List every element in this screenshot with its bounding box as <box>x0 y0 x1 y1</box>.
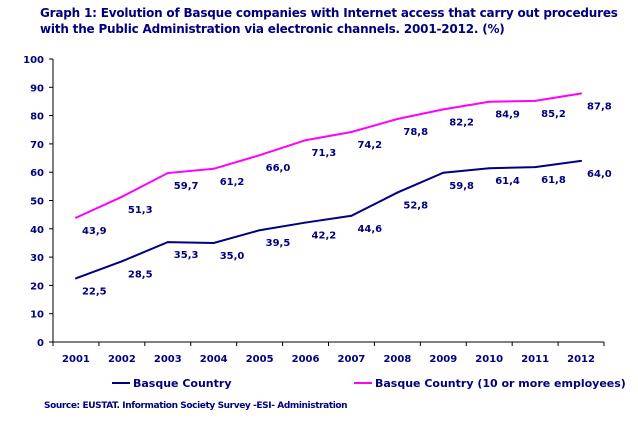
data-point <box>212 241 215 244</box>
data-label: 64,0 <box>587 169 612 180</box>
data-label: 42,2 <box>312 231 337 242</box>
data-point <box>74 216 77 219</box>
data-label: 35,3 <box>174 250 199 261</box>
data-point <box>258 154 261 157</box>
data-point <box>442 108 445 111</box>
x-tick-label: 2003 <box>154 354 182 365</box>
x-tick-label: 2012 <box>567 354 595 365</box>
y-tick-label: 80 <box>30 112 44 123</box>
x-tick-label: 2008 <box>383 354 411 365</box>
data-label: 61,4 <box>495 176 520 187</box>
data-point <box>580 92 583 95</box>
data-label: 74,2 <box>357 140 382 151</box>
data-label: 28,5 <box>128 269 153 280</box>
data-point <box>580 159 583 162</box>
y-tick-label: 30 <box>30 253 44 264</box>
legend-label: Basque Country <box>133 377 232 390</box>
data-point <box>534 99 537 102</box>
source-note: Source: EUSTAT. Information Society Surv… <box>44 401 348 411</box>
data-point <box>212 167 215 170</box>
x-tick-label: 2005 <box>246 354 274 365</box>
data-point <box>120 260 123 263</box>
y-tick-label: 90 <box>30 83 44 94</box>
data-label: 84,9 <box>495 110 520 121</box>
data-label: 59,7 <box>174 181 199 192</box>
x-tick-label: 2004 <box>200 354 228 365</box>
data-point <box>350 214 353 217</box>
x-tick-label: 2007 <box>338 354 366 365</box>
data-label: 22,5 <box>82 286 107 297</box>
data-label: 59,8 <box>449 181 474 192</box>
y-tick-label: 10 <box>30 310 44 321</box>
legend-label: Basque Country (10 or more employees) <box>375 377 626 390</box>
data-label: 78,8 <box>403 127 428 138</box>
y-tick-label: 20 <box>30 281 44 292</box>
data-point <box>304 139 307 142</box>
x-tick-label: 2009 <box>429 354 457 365</box>
y-tick-label: 70 <box>30 140 44 151</box>
y-tick-label: 50 <box>30 197 44 208</box>
data-point <box>304 221 307 224</box>
data-label: 61,8 <box>541 175 566 186</box>
data-label: 35,0 <box>220 251 245 262</box>
series-line-0 <box>75 159 582 280</box>
data-label: 61,2 <box>220 177 245 188</box>
x-tick-label: 2010 <box>475 354 503 365</box>
data-label: 87,8 <box>587 102 612 113</box>
data-point <box>396 191 399 194</box>
data-label: 85,2 <box>541 109 566 120</box>
data-label: 51,3 <box>128 205 153 216</box>
data-point <box>488 100 491 103</box>
x-tick-label: 2011 <box>521 354 549 365</box>
series-line-1 <box>75 92 582 219</box>
y-tick-label: 60 <box>30 168 44 179</box>
x-tick-label: 2006 <box>292 354 320 365</box>
data-point <box>442 171 445 174</box>
data-label: 43,9 <box>82 226 107 237</box>
data-point <box>396 117 399 120</box>
chart-title: Graph 1: Evolution of Basque companies w… <box>40 6 618 36</box>
data-point <box>166 241 169 244</box>
y-tick-label: 100 <box>23 55 44 66</box>
data-point <box>74 277 77 280</box>
x-tick-label: 2001 <box>62 354 90 365</box>
y-tick-label: 40 <box>30 225 44 236</box>
data-point <box>534 166 537 169</box>
data-label: 82,2 <box>449 117 474 128</box>
data-point <box>258 229 261 232</box>
data-label: 66,0 <box>266 163 291 174</box>
data-label: 71,3 <box>312 148 337 159</box>
data-point <box>166 172 169 175</box>
data-label: 39,5 <box>266 238 291 249</box>
data-point <box>350 131 353 134</box>
data-point <box>488 167 491 170</box>
y-tick-label: 0 <box>37 338 44 349</box>
data-label: 52,8 <box>403 201 428 212</box>
data-point <box>120 195 123 198</box>
x-tick-label: 2002 <box>108 354 136 365</box>
data-label: 44,6 <box>357 224 382 235</box>
